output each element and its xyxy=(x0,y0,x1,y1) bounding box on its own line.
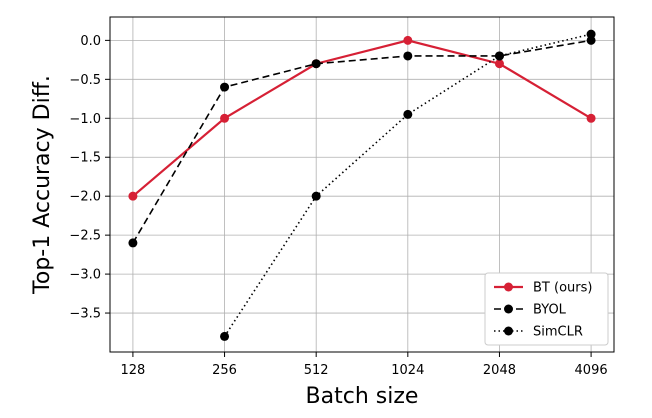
data-point xyxy=(220,82,230,92)
legend-label: BYOL xyxy=(533,303,567,318)
x-axis-label: Batch size xyxy=(306,384,419,409)
y-axis-label: Top-1 Accuracy Diff. xyxy=(30,75,55,295)
series-2 xyxy=(220,29,596,341)
data-point xyxy=(311,59,321,69)
ticks: 128 256 512 1024 2048 4096 0.0 −0.5 −1.0 −1.5 −2.0… xyxy=(69,34,607,378)
x-tick-label: 1024 xyxy=(391,363,424,378)
y-tick-label: −2.5 xyxy=(69,229,101,244)
data-point xyxy=(586,29,596,39)
legend-marker xyxy=(504,304,513,314)
x-tick-label: 2048 xyxy=(483,363,516,378)
y-tick-label: −1.0 xyxy=(69,112,101,127)
y-tick-label: −1.5 xyxy=(69,151,101,166)
legend-label: SimCLR xyxy=(533,325,583,340)
y-tick-label: −0.5 xyxy=(69,73,101,88)
data-point xyxy=(586,113,596,123)
legend-marker xyxy=(504,326,513,336)
data-point xyxy=(311,191,321,201)
series-line xyxy=(132,39,592,244)
data-point xyxy=(494,51,504,61)
y-tick-label: −2.0 xyxy=(69,190,101,205)
data-point xyxy=(494,59,504,69)
plot-frame xyxy=(109,16,615,353)
x-tick-label: 4096 xyxy=(575,363,608,378)
x-tick-label: 256 xyxy=(212,363,237,378)
y-tick-label: −3.0 xyxy=(69,268,101,283)
data-point xyxy=(403,109,413,119)
series-line xyxy=(132,39,592,198)
x-tick-label: 512 xyxy=(304,363,329,378)
data-point xyxy=(220,331,230,341)
data-point xyxy=(128,238,138,248)
data-point xyxy=(403,51,413,61)
data-point xyxy=(128,191,138,201)
y-tick-label: −3.5 xyxy=(69,307,101,322)
legend: BT (ours) BYOL SimCLR xyxy=(484,272,609,346)
series-layer xyxy=(128,29,596,341)
legend-label: BT (ours) xyxy=(533,281,592,296)
data-point xyxy=(220,113,230,123)
data-point xyxy=(403,35,413,45)
data-point xyxy=(586,35,596,45)
y-tick-label: 0.0 xyxy=(80,34,101,49)
legend-marker xyxy=(504,282,513,292)
legend-box xyxy=(484,272,609,346)
x-tick-label: 128 xyxy=(120,363,145,378)
series-0 xyxy=(128,35,596,201)
